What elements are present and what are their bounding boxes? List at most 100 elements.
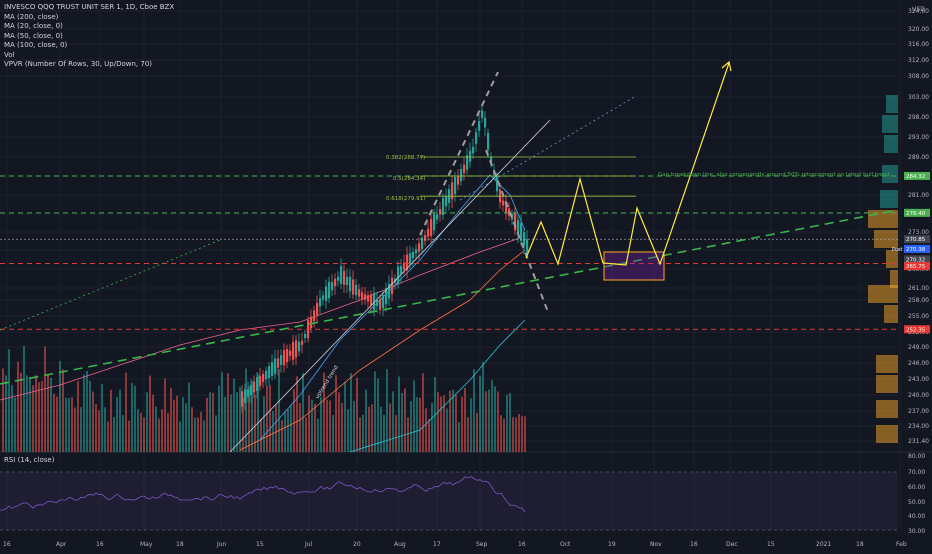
volume-bar [254,394,256,452]
price-tick: 316.00 [908,41,929,48]
volume-bar [371,404,373,452]
volume-bar [491,380,493,452]
price-tick: 258.00 [908,297,929,304]
volume-bar [464,387,466,452]
indicator-vol[interactable]: Vol [4,50,15,59]
vpvr-row [882,165,898,183]
volume-bar [473,369,475,452]
volume-bar [83,374,85,452]
volume-bar [38,382,40,452]
symbol-title[interactable]: INVESCO QQQ TRUST UNIT SER 1, 1D, Cboe B… [4,3,175,11]
candle-body [271,362,274,376]
candle-body [334,278,337,287]
candle-body [412,251,415,259]
vpvr-histogram [868,95,898,443]
candle-body [430,218,433,237]
volume-bar [104,407,106,452]
indicator-ma200[interactable]: MA (200, close) [4,12,59,21]
volume-bar [269,384,271,452]
price-tick: 261.00 [908,285,929,292]
date-tick: Oct [560,541,571,548]
price-badge-text: 252.35 [906,327,926,333]
volume-bar [467,417,469,452]
volume-bar [446,408,448,452]
indicator-ma100[interactable]: MA (100, close, 0) [4,41,68,49]
volume-bar [47,373,49,452]
candle-body [355,284,358,296]
candle-body [262,374,265,382]
fib-0382-label: 0.382(288.77) [386,155,425,161]
date-tick: 16 [518,541,526,548]
volume-bar [131,383,133,452]
volume-bar [110,389,112,452]
volume-bar [122,415,124,452]
volume-bar [272,410,274,452]
volume-bar [176,395,178,452]
price-tick: 289.00 [908,154,929,161]
rsi-legend[interactable]: RSI (14, close) [4,456,55,464]
volume-bar [23,345,25,452]
candle-body [274,358,277,374]
drawings [0,60,899,453]
vpvr-row [876,425,898,443]
volume-bar [65,397,67,452]
volume-bar [449,390,451,452]
volume-bar [230,394,232,452]
volume-bar [260,419,262,452]
volume-bar [5,375,7,452]
volume-bar [77,381,79,452]
price-tick: 324.00 [908,8,929,15]
trend-dashed-line [0,209,899,385]
volume-bar [68,397,70,452]
volume-bar [458,421,460,452]
volume-bar [17,361,19,452]
candle-body [289,350,292,356]
rsi-path [0,476,526,513]
volume-bar [206,397,208,452]
indicator-vpvr[interactable]: VPVR (Number Of Rows, 30, Up/Down, 70) [4,60,153,68]
candle-body [352,279,355,295]
price-badge-text: 270.38 [906,247,926,253]
volume-bar [287,409,289,452]
volume-bar [431,402,433,452]
volume-bar [11,384,13,452]
candle-body [496,176,499,192]
volume-bar [332,415,334,452]
vpvr-row [884,305,898,323]
candle-body [310,316,313,329]
candle-body [313,310,316,322]
price-tick: 243.00 [908,376,929,383]
candle-body [265,370,268,380]
volume-bar [422,373,424,452]
indicator-ma20[interactable]: MA (20, close, 0) [4,22,63,30]
volume-bar [164,378,166,452]
price-tick: 240.00 [908,392,929,399]
post-label: Post [892,247,903,253]
candle-body [463,164,466,173]
volume-bar [275,404,277,452]
volume-bar [344,381,346,452]
candle-body [331,282,334,291]
channel-upper [419,71,499,236]
volume-bar [44,346,46,452]
indicator-ma50[interactable]: MA (50, close, 0) [4,31,63,40]
volume-bar [59,361,61,452]
volume-bar [128,420,130,452]
volume-bar [149,375,151,452]
vpvr-row [884,135,898,153]
candle-body [433,214,436,231]
candle-body [445,196,448,207]
volume-bar [167,412,169,452]
volume-bar [125,372,127,452]
volume-bar [440,396,442,452]
volume-bar [317,418,319,452]
volume-bar [437,392,439,452]
rsi-tick: 80.00 [908,453,925,460]
volume-bar [143,417,145,452]
price-tick: 293.00 [908,134,929,141]
volume-bar [209,392,211,452]
candle-body [451,182,454,200]
candle-body [298,341,301,352]
